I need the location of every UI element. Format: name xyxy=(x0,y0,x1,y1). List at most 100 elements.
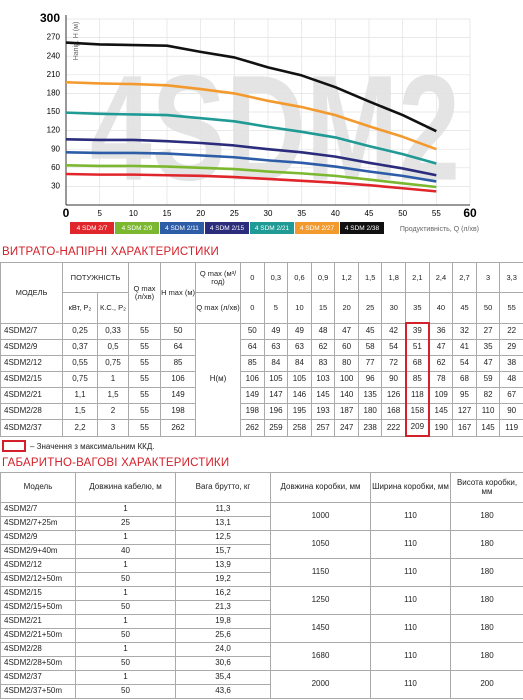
header-cell: Висота коробки, мм xyxy=(450,472,523,503)
data-row: 4SDM2/9 1 12,5 1050 110 180 xyxy=(0,530,523,559)
curve xyxy=(65,151,437,183)
table-cell: 4SDM2/9 xyxy=(0,530,76,545)
table-cell: 50 xyxy=(240,322,265,340)
table-cell: 146 xyxy=(287,387,312,404)
table-cell: 105 xyxy=(263,371,289,388)
legend-label: 4 SDM 2/15 xyxy=(210,225,245,232)
table-cell: 126 xyxy=(381,387,407,404)
table-cell: 4SDM2/21 xyxy=(0,614,76,629)
table-cell: 27 xyxy=(475,322,501,340)
table-cell: 0,25 xyxy=(62,322,98,340)
header-cell: 3,3 xyxy=(499,262,523,293)
table-cell: 78 xyxy=(428,371,454,388)
table-cell: 1 xyxy=(75,670,176,685)
table-cell: 190 xyxy=(428,419,454,437)
table-cell: 238 xyxy=(357,419,383,437)
table-cell: 145 xyxy=(475,419,501,437)
table-cell: 47 xyxy=(334,322,359,340)
table-cell: 4SDM2/28 xyxy=(0,642,76,657)
y-axis-label: Напір, Н (м) xyxy=(72,22,80,61)
table-cell: 110 xyxy=(370,530,451,559)
table-cell: 4SDM2/28 xyxy=(0,403,63,420)
table-cell: 2 xyxy=(96,403,130,420)
header-cell: 30 xyxy=(381,292,407,324)
table-cell: 80 xyxy=(334,355,359,372)
table-cell: 196 xyxy=(263,403,289,420)
header-cell: кВт, P₂ xyxy=(62,292,98,324)
table-cell: 58 xyxy=(357,339,383,356)
table-cell: 180 xyxy=(450,530,523,559)
table-cell: 119 xyxy=(499,419,523,437)
table-cell: 50 xyxy=(75,600,176,615)
header-cell: 0,6 xyxy=(287,262,312,293)
header-cell: Довжина коробки, мм xyxy=(270,472,371,503)
header-row: МОДЕЛЬ ПОТУЖНІСТЬ Q max (л/хв) H max (м) Q m… xyxy=(0,262,523,324)
table-cell: 262 xyxy=(160,419,197,437)
header-cell: Ширина коробки, мм xyxy=(370,472,451,503)
table-cell: 180 xyxy=(450,614,523,643)
data-row: 4SDM2/37+50m 50 43,6 xyxy=(0,684,523,699)
section-title: ВИТРАТО-НАПІРНІ ХАРАКТЕРИСТИКИ xyxy=(2,246,220,258)
table-cell: 4SDM2/37+50m xyxy=(0,684,76,699)
table-cell: 1 xyxy=(75,502,176,517)
table-cell: 47 xyxy=(475,355,501,372)
table-cell: 135 xyxy=(357,387,383,404)
table-cell: 4SDM2/12+50m xyxy=(0,572,76,587)
table-cell: 50 xyxy=(75,628,176,643)
header-cell: 1,2 xyxy=(334,262,359,293)
table-cell: 4SDM2/12 xyxy=(0,355,63,372)
table-cell: 118 xyxy=(404,387,431,404)
data-row: 4SDM2/7 0,25 0,33 55 50 H(м) 50 49 49 48 47 45 42 39 3… xyxy=(0,322,523,437)
table-cell: 48 xyxy=(310,322,336,340)
y-tick-label: 120 xyxy=(47,126,61,135)
table-cell: 4SDM2/21+50m xyxy=(0,628,76,643)
table-cell: 0,33 xyxy=(96,322,130,340)
header-cell: 35 xyxy=(405,292,430,324)
table-cell: 50 xyxy=(75,684,176,699)
table-cell: 3 xyxy=(96,419,130,437)
header-row: Модель Довжина кабелю, м Вага брутто, кг До… xyxy=(0,472,523,503)
x-tick-label: 20 xyxy=(196,209,205,218)
header-cell: Q max (л/хв) xyxy=(128,262,162,324)
table-cell: 85 xyxy=(160,355,197,372)
table-cell: 72 xyxy=(381,355,407,372)
table-cell: 43,6 xyxy=(175,684,271,699)
legend-swatch xyxy=(205,222,249,234)
table-cell: 106 xyxy=(240,371,265,388)
table-cell: 24,0 xyxy=(175,642,271,657)
x-tick-label: 40 xyxy=(331,209,340,218)
table-cell: 247 xyxy=(334,419,359,437)
header-cell: 0 xyxy=(240,262,265,293)
table-cell: 84 xyxy=(263,355,289,372)
header-cell: 2,4 xyxy=(428,262,454,293)
table-cell: 180 xyxy=(450,586,523,615)
table-cell: 35,4 xyxy=(175,670,271,685)
y-tick-label: 90 xyxy=(51,144,60,153)
table-cell: 110 xyxy=(370,642,451,671)
note-text: – Значення з максимальним ККД. xyxy=(30,441,155,451)
table-cell: 32 xyxy=(452,322,477,340)
table-cell: 55 xyxy=(128,419,162,437)
section-title: ГАБАРИТНО-ВАГОВІ ХАРАКТЕРИСТИКИ xyxy=(2,457,230,469)
table-cell: 4SDM2/37 xyxy=(0,670,76,685)
table-cell: 100 xyxy=(334,371,359,388)
legend-swatch xyxy=(295,222,339,234)
legend-label: 4 SDM 2/21 xyxy=(255,225,290,232)
header-cell: 25 xyxy=(357,292,383,324)
table-cell: 4SDM2/7 xyxy=(0,502,76,517)
table-cell: 4SDM2/15 xyxy=(0,586,76,601)
table-cell: 198 xyxy=(240,403,265,420)
table-cell: 39 xyxy=(404,322,431,340)
y-tick-label: 60 xyxy=(51,163,60,172)
table-cell: 54 xyxy=(381,339,407,356)
table-cell: 77 xyxy=(357,355,383,372)
data-row: 4SDM2/28 1 24,0 1680 110 180 xyxy=(0,642,523,671)
header-cell: 3 xyxy=(475,262,501,293)
table-cell: 49 xyxy=(263,322,289,340)
table-cell: 109 xyxy=(428,387,454,404)
x-tick-label: 50 xyxy=(398,209,407,218)
table-cell: 222 xyxy=(381,419,407,437)
table-cell: 13,9 xyxy=(175,558,271,573)
table-cell: 2,2 xyxy=(62,419,98,437)
